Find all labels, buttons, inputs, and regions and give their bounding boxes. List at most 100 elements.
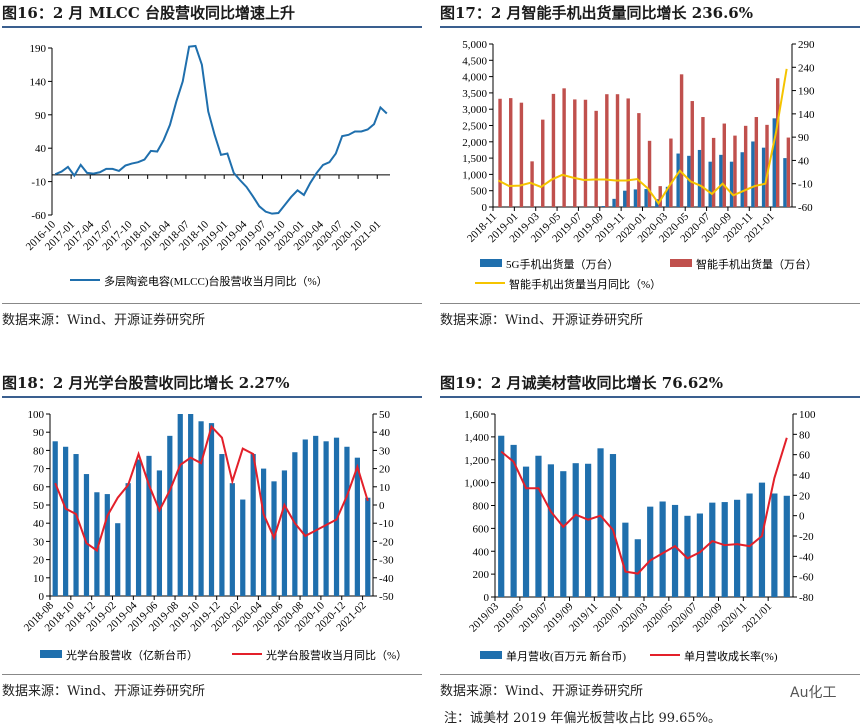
- bar-1-1: [519, 102, 524, 207]
- bar-1-1: [658, 186, 662, 207]
- y-tick-label: 140: [30, 76, 47, 88]
- bar-3-0: [522, 466, 530, 597]
- legend-label: 智能手机出货量（万台）: [696, 257, 817, 271]
- y-tick-label: 1,000: [464, 478, 489, 490]
- figure-17-title: 图17：2 月智能手机出货量同比增长 236.6%: [440, 2, 860, 28]
- figure-19-note: 注：诚美材 2019 年偏光板营收占比 99.65%。: [444, 711, 722, 726]
- figure-16-title: 图16：2 月 MLCC 台股营收同比增速上升: [2, 2, 422, 28]
- y2-tick-label: 190: [798, 86, 815, 98]
- bar-3-0: [609, 454, 617, 597]
- y2-tick-label: 100: [799, 409, 816, 421]
- y-tick-label: 10: [33, 573, 45, 585]
- bar-2-0: [63, 446, 69, 596]
- y-tick-label: 4,000: [462, 72, 487, 84]
- figure-19-title: 图19：2 月诚美材营收同比增长 76.62%: [440, 372, 860, 398]
- bar-2-0: [188, 414, 194, 596]
- y2-tick-label: 80: [799, 429, 811, 441]
- bar-2-0: [354, 457, 360, 596]
- bar-3-0: [585, 463, 592, 597]
- figure-18-source: 数据来源：Wind、开源证券研究所: [2, 674, 422, 699]
- y-tick-label: 800: [473, 501, 490, 513]
- bar-2-0: [125, 483, 131, 596]
- y-tick-label: 80: [33, 445, 45, 457]
- bar-1-1: [605, 94, 609, 207]
- bar-1-1: [498, 98, 502, 207]
- bar-1-1: [551, 93, 556, 207]
- y-tick-label: 100: [28, 409, 45, 421]
- legend-label: 单月营收成长率(%): [684, 649, 778, 663]
- bar-2-0: [302, 439, 308, 596]
- y2-tick-label: 240: [798, 62, 815, 74]
- y-tick-label: 200: [473, 569, 490, 581]
- y2-tick-label: -10: [798, 179, 813, 191]
- y2-tick-label: 20: [379, 464, 391, 476]
- y-tick-label: 20: [33, 555, 45, 567]
- bar-1-0: [697, 149, 702, 207]
- y-tick-label: 3,000: [462, 104, 487, 116]
- watermark: Au化工: [790, 685, 837, 701]
- y-tick-label: 1,500: [462, 153, 487, 165]
- bar-1-0: [601, 206, 606, 207]
- bar-3-0: [721, 502, 728, 597]
- bar-3-0: [535, 455, 542, 597]
- bar-1-1: [573, 99, 577, 207]
- bar-2-0: [250, 454, 256, 596]
- bar-2-0: [313, 435, 319, 596]
- bar-2-0: [240, 499, 246, 596]
- y2-tick-label: -20: [799, 531, 814, 543]
- bar-2-0: [344, 446, 350, 596]
- bar-1-0: [623, 190, 627, 207]
- legend-label: 光学台股营收当月同比（%）: [266, 648, 407, 662]
- y-tick-label: 90: [33, 427, 45, 439]
- y2-tick-label: 10: [379, 482, 391, 494]
- y2-tick-label: -10: [379, 518, 394, 530]
- y2-tick-label: 290: [798, 39, 815, 51]
- legend-swatch: [670, 259, 692, 267]
- y2-tick-label: -80: [799, 592, 814, 604]
- bar-2-0: [73, 454, 79, 596]
- bar-1-1: [562, 88, 566, 207]
- bar-1-1: [509, 98, 513, 207]
- y-tick-label: 400: [473, 546, 490, 558]
- bar-2-0: [219, 454, 225, 596]
- y2-tick-label: 20: [799, 490, 811, 502]
- bar-2-0: [167, 435, 173, 596]
- series-line-3: [500, 437, 788, 575]
- bar-2-0: [104, 494, 110, 596]
- legend-swatch: [40, 650, 62, 658]
- y-tick-label: 2,000: [462, 137, 487, 149]
- bar-3-0: [597, 448, 604, 597]
- bar-3-0: [572, 463, 579, 597]
- legend-label: 单月营收(百万元 新台币): [506, 649, 626, 663]
- y2-tick-label: -40: [799, 551, 814, 563]
- y2-tick-label: -30: [379, 555, 394, 567]
- bar-1-1: [583, 99, 588, 207]
- bar-1-1: [626, 98, 630, 207]
- y-tick-label: 60: [33, 482, 45, 494]
- bar-1-0: [633, 189, 638, 207]
- y2-tick-label: -40: [379, 573, 394, 585]
- bar-2-0: [156, 470, 163, 596]
- y2-tick-label: -20: [379, 536, 394, 548]
- bar-1-1: [690, 101, 694, 207]
- bar-1-0: [665, 186, 670, 207]
- bar-1-1: [594, 110, 598, 207]
- y-tick-label: 40: [35, 143, 47, 155]
- bar-3-0: [734, 499, 741, 597]
- y-tick-label: 0: [484, 592, 490, 604]
- bar-1-0: [719, 154, 723, 207]
- bar-1-1: [754, 117, 759, 207]
- bar-2-0: [52, 441, 58, 596]
- bar-1-1: [669, 138, 673, 207]
- y-tick-label: 40: [33, 518, 45, 530]
- y-tick-label: 0: [482, 202, 488, 214]
- figure-17-source: 数据来源：Wind、开源证券研究所: [440, 303, 860, 328]
- y-tick-label: 70: [33, 464, 45, 476]
- bar-3-0: [560, 471, 567, 597]
- series-line-0: [54, 44, 388, 215]
- y2-tick-label: 40: [379, 427, 391, 439]
- bar-2-0: [135, 459, 142, 596]
- y-tick-label: 5,000: [462, 39, 487, 51]
- bar-2-0: [198, 421, 204, 596]
- y2-tick-label: 140: [798, 109, 815, 121]
